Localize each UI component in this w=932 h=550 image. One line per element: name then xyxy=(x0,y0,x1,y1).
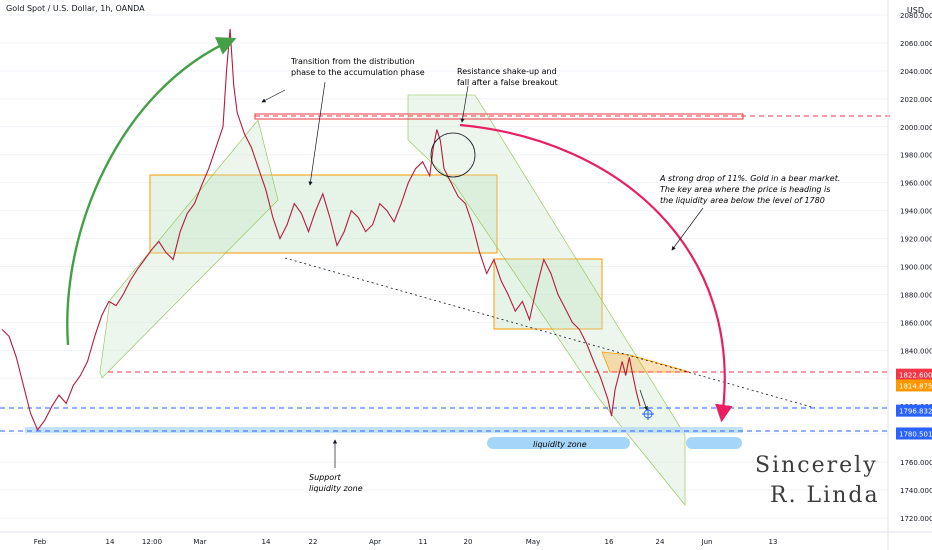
y-tick-label: 1940.000 xyxy=(900,208,932,216)
annotation-resistance-1: Resistance shake-up and xyxy=(457,67,557,76)
grid xyxy=(0,14,888,519)
y-tick-label: 2020.000 xyxy=(900,96,932,104)
y-tick-label: 2080.000 xyxy=(900,12,932,20)
annotation-transition-2: phase to the accumulation phase xyxy=(291,68,425,77)
y-tick-label: 1900.000 xyxy=(900,264,932,272)
y-axis[interactable]: 1720.0001740.0001760.0001780.0001800.000… xyxy=(887,0,932,550)
annotation-drop-3: the liquidity area below the level of 17… xyxy=(660,196,825,205)
annotation-liquidity-zone: liquidity zone xyxy=(533,440,587,449)
distribution-accumulation-zone[interactable] xyxy=(149,174,498,254)
price-label: 1822.600 xyxy=(899,372,932,380)
y-tick-label: 1980.000 xyxy=(900,152,932,160)
signature-line-1: Sincerely xyxy=(755,453,878,478)
crosshair-icon[interactable] xyxy=(642,408,654,420)
green-uptrend-arrow[interactable] xyxy=(66,37,237,346)
symbol-title: Gold Spot / U.S. Dollar, 1h, OANDA xyxy=(6,4,145,13)
x-tick-label: 16 xyxy=(605,538,614,546)
x-tick-label: 14 xyxy=(106,538,115,546)
x-tick-label: 11 xyxy=(419,538,428,546)
annotation-drop-1: A strong drop of 11%. Gold in a bear mar… xyxy=(659,174,840,183)
annotation-drop-2: The key area where the price is heading … xyxy=(660,185,830,194)
price-label-box xyxy=(896,404,932,417)
price-label: 1796.832 xyxy=(899,408,932,416)
price-labels: 1822.600 1814.875 1796.832 1780.501 xyxy=(896,368,932,440)
y-tick-label: 1920.000 xyxy=(900,236,932,244)
x-tick-label: 14 xyxy=(262,538,271,546)
triangle-pattern[interactable] xyxy=(601,351,691,373)
y-tick-label: 1880.000 xyxy=(900,291,932,299)
x-tick-label: 24 xyxy=(656,538,665,546)
x-tick-label: Jun xyxy=(701,538,713,546)
y-tick-label: 1720.000 xyxy=(900,515,932,523)
x-axis[interactable]: Feb 14 12:00 Mar 14 22 Apr 11 20 May 16 24 Jun 13 xyxy=(0,531,932,546)
pointer-line-3 xyxy=(460,85,469,123)
x-tick-label: Apr xyxy=(369,538,381,546)
y-tick-label: 1760.000 xyxy=(900,459,932,467)
dotted-trendline[interactable] xyxy=(284,257,816,409)
x-tick-label: 13 xyxy=(769,538,778,546)
x-tick-label: May xyxy=(526,538,540,546)
price-label-box xyxy=(896,427,932,440)
falling-channel[interactable] xyxy=(407,94,686,506)
signature-line-2: R. Linda xyxy=(770,483,880,508)
price-label: 1814.875 xyxy=(899,382,932,390)
false-breakout-circle[interactable] xyxy=(430,132,476,178)
annotation-support-1: Support xyxy=(309,473,341,482)
y-tick-label: 1740.000 xyxy=(900,487,932,495)
price-label-box xyxy=(896,368,932,381)
price-label-box xyxy=(896,379,932,392)
currency-label: USD xyxy=(906,6,924,15)
pointer-line-2 xyxy=(308,81,326,186)
x-tick-label: 12:00 xyxy=(142,538,162,546)
rising-channel[interactable] xyxy=(99,119,279,379)
annotation-transition-1: Transition from the distribution xyxy=(290,57,415,66)
price-label: 1780.501 xyxy=(899,430,932,438)
liquidity-zone-pill-1[interactable] xyxy=(487,437,630,449)
y-tick-label: 1860.000 xyxy=(900,319,932,327)
y-tick-label: 2040.000 xyxy=(900,68,932,76)
liquidity-zone-pill-2[interactable] xyxy=(686,437,742,449)
x-tick-label: 22 xyxy=(309,538,318,546)
y-tick-label: 1960.000 xyxy=(900,180,932,188)
annotation-support-2: liquidity zone xyxy=(309,484,363,493)
price-series xyxy=(1,28,641,432)
pointer-line-4 xyxy=(671,207,704,251)
resistance-box[interactable] xyxy=(254,113,744,120)
consolidation-zone[interactable] xyxy=(493,258,603,330)
y-tick-label: 2000.000 xyxy=(900,124,932,132)
pointer-line-6 xyxy=(639,389,648,411)
x-tick-label: Mar xyxy=(193,538,206,546)
support-liquidity-zone[interactable] xyxy=(25,427,743,433)
annotation-resistance-2: fall after a false breakout xyxy=(457,78,558,87)
y-tick-label: 2060.000 xyxy=(900,40,932,48)
pointer-line-1 xyxy=(261,89,286,103)
y-tick-label: 1840.000 xyxy=(900,347,932,355)
red-projection-arrow[interactable] xyxy=(459,123,733,423)
x-tick-label: Feb xyxy=(34,538,47,546)
x-tick-label: 20 xyxy=(464,538,473,546)
